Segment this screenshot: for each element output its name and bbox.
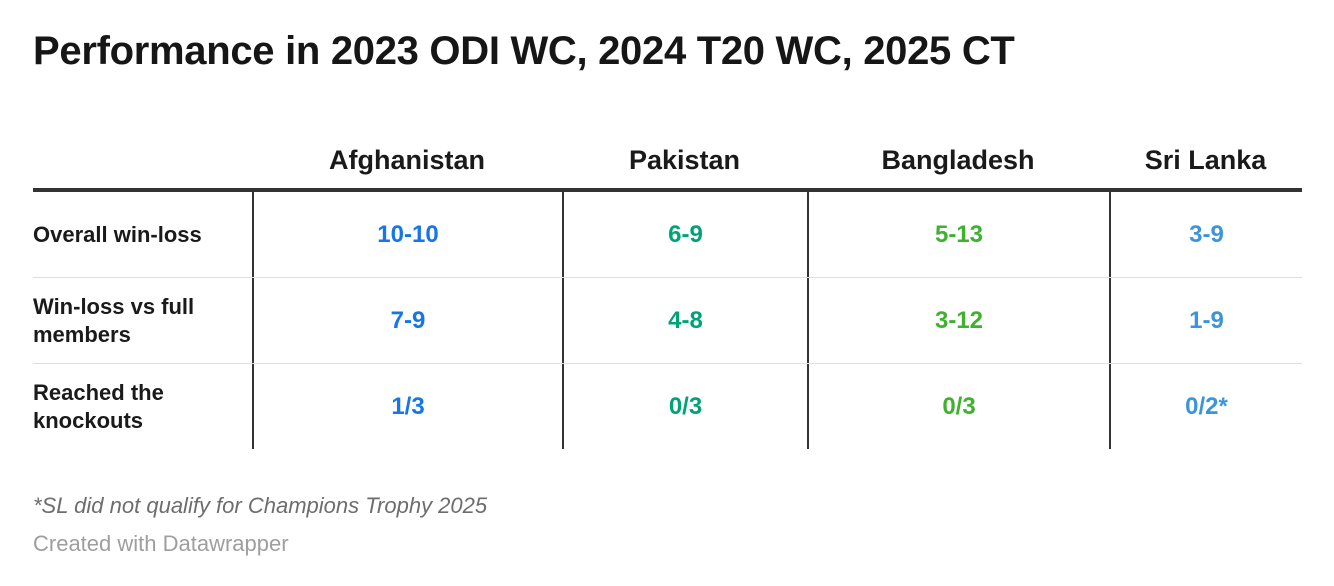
footnote: *SL did not qualify for Champions Trophy… [33, 493, 488, 518]
value-cell: 0/2* [1109, 364, 1302, 449]
table-header-row: Afghanistan Pakistan Bangladesh Sri Lank… [33, 74, 1302, 192]
chart-container: Performance in 2023 ODI WC, 2024 T20 WC,… [33, 29, 1302, 556]
row-label: Reached the knockouts [33, 379, 164, 433]
column-header-sri-lanka: Sri Lanka [1144, 145, 1267, 175]
value-cell: 5-13 [807, 192, 1109, 277]
row-label: Overall win-loss [33, 221, 202, 247]
value-cell: 4-8 [562, 278, 807, 363]
column-header-bangladesh: Bangladesh [881, 145, 1035, 175]
value-cell: 3-12 [807, 278, 1109, 363]
column-header-afghanistan: Afghanistan [328, 145, 485, 175]
value-cell: 0/3 [807, 364, 1109, 449]
table-row: Overall win-loss 10-10 6-9 5-13 3-9 [33, 192, 1302, 277]
value-cell: 6-9 [562, 192, 807, 277]
corner-cell [33, 176, 252, 188]
column-header-pakistan: Pakistan [628, 145, 741, 175]
performance-table: Afghanistan Pakistan Bangladesh Sri Lank… [33, 74, 1302, 449]
value-cell: 10-10 [252, 192, 562, 277]
chart-title: Performance in 2023 ODI WC, 2024 T20 WC,… [33, 29, 1015, 73]
table-row: Win-loss vs full members 7-9 4-8 3-12 1-… [33, 277, 1302, 363]
table-row: Reached the knockouts 1/3 0/3 0/3 0/2* [33, 363, 1302, 449]
value-cell: 1/3 [252, 364, 562, 449]
value-cell: 1-9 [1109, 278, 1302, 363]
datawrapper-credit: Created with Datawrapper [33, 531, 289, 556]
value-cell: 7-9 [252, 278, 562, 363]
row-label: Win-loss vs full members [33, 293, 195, 347]
value-cell: 0/3 [562, 364, 807, 449]
value-cell: 3-9 [1109, 192, 1302, 277]
